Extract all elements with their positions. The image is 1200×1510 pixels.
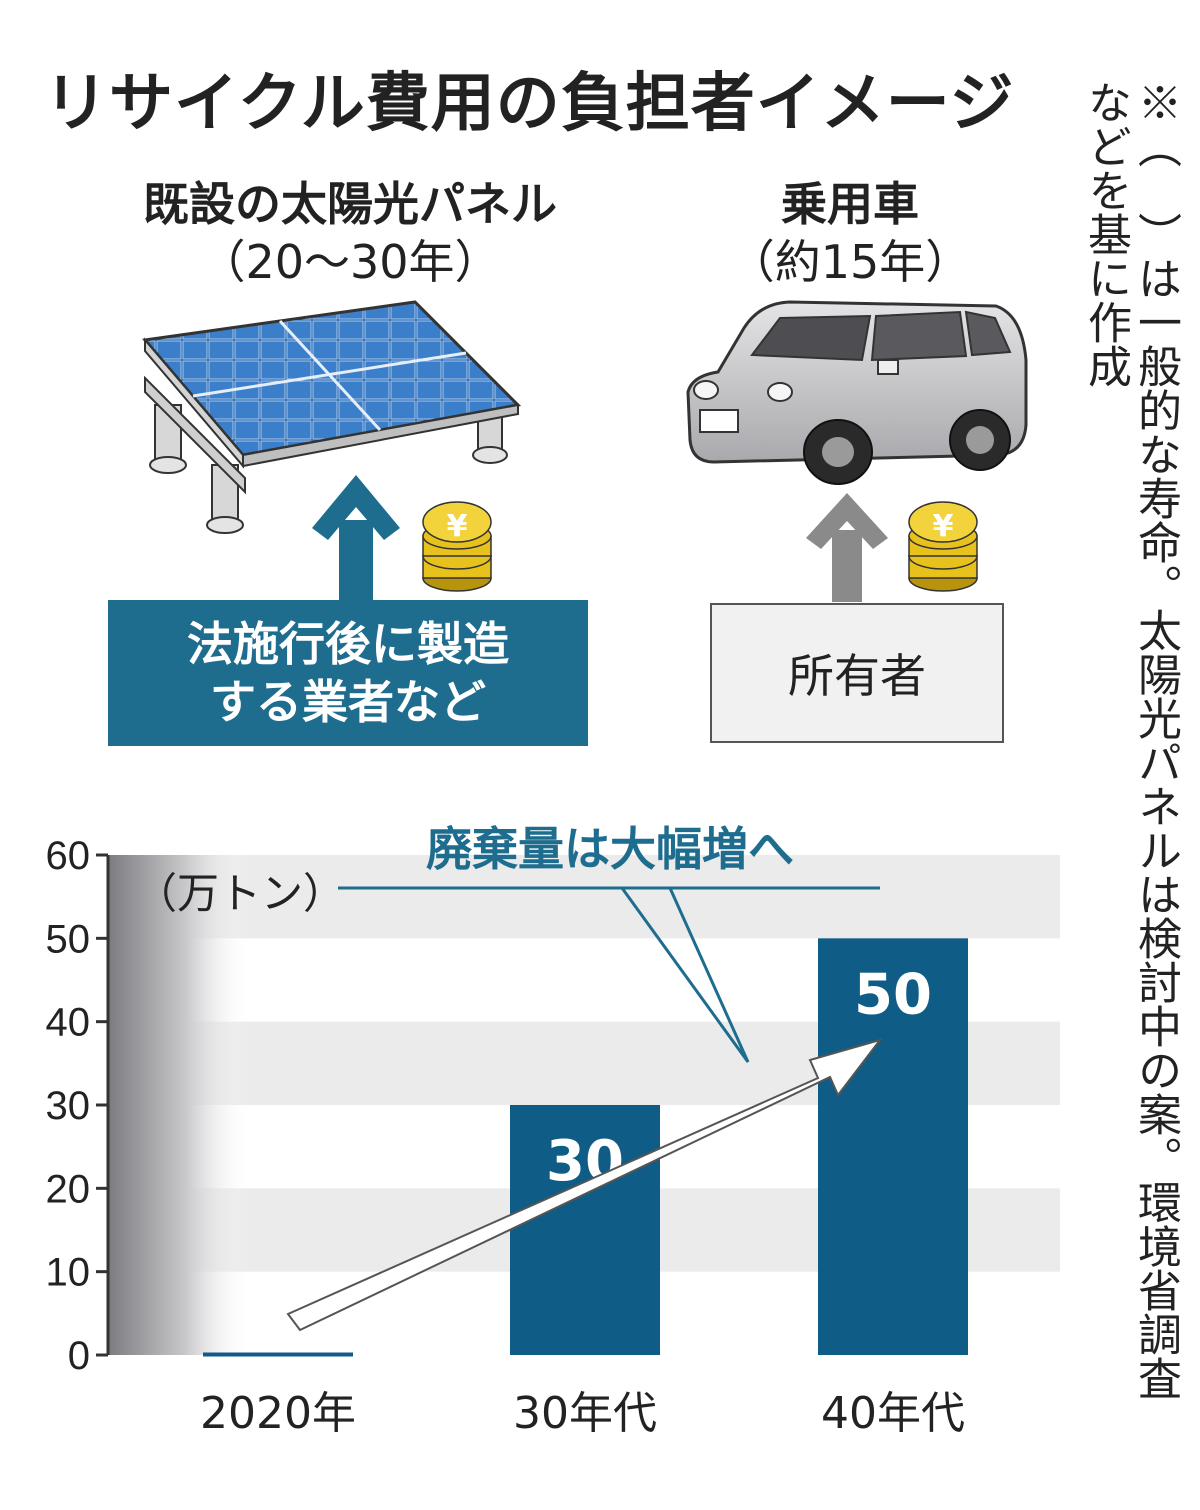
callout: 廃棄量は大幅増へ (338, 822, 880, 1063)
x-tick-label: 40年代 (821, 1388, 965, 1439)
y-tick-label: 30 (46, 1084, 91, 1128)
car-label: 乗用車 (781, 177, 919, 231)
solar-panel-lifespan: （20～30年） (199, 235, 501, 289)
y-tick-label: 40 (46, 1001, 91, 1045)
callout-text: 廃棄量は大幅増へ (426, 822, 794, 876)
page-title: リサイクル費用の負担者イメージ (44, 67, 1015, 141)
car-lifespan: （約15年） (728, 235, 972, 289)
solar-panel-heading: 既設の太陽光パネル （20～30年） (90, 175, 610, 291)
source-note: ※（ ）は一般的な寿命。太陽光パネルは検討中の案。環境省調査 などを基に作成 (1080, 80, 1181, 1400)
svg-text:¥: ¥ (933, 509, 954, 544)
car-heading: 乗用車 （約15年） (700, 175, 1000, 291)
category-labels: 2020年 30年代 40年代 (200, 1388, 965, 1439)
solar-panel-icon (142, 300, 522, 534)
trend-arrow-icon (286, 1038, 883, 1332)
up-arrow-icon (312, 475, 888, 602)
x-tick-label: 2020年 (200, 1388, 356, 1439)
car-icon (686, 300, 1028, 485)
yen-coin-stack-icon: ¥ ¥ (422, 501, 978, 592)
y-ticks: 0 10 20 30 40 50 60 (46, 834, 108, 1378)
bar (510, 1105, 660, 1355)
grid-band (108, 855, 1060, 939)
bar (203, 1352, 353, 1357)
x-tick-label: 30年代 (513, 1388, 657, 1439)
y-tick-label: 60 (46, 834, 91, 878)
y-tick-label: 20 (46, 1167, 91, 1211)
axis-fade (108, 855, 250, 1355)
svg-text:¥: ¥ (447, 509, 468, 544)
car-payer-box: 所有者 (710, 603, 1004, 743)
y-tick-label: 10 (46, 1251, 91, 1295)
y-tick-label: 50 (46, 917, 91, 961)
bar (818, 938, 968, 1355)
y-unit-label: （万トン） (135, 869, 345, 918)
solar-payer-box: 法施行後に製造 する業者など (108, 600, 588, 746)
y-tick-label: 0 (68, 1334, 90, 1378)
bar-value-label: 50 (854, 962, 932, 1027)
solar-panel-label: 既設の太陽光パネル (143, 177, 557, 231)
